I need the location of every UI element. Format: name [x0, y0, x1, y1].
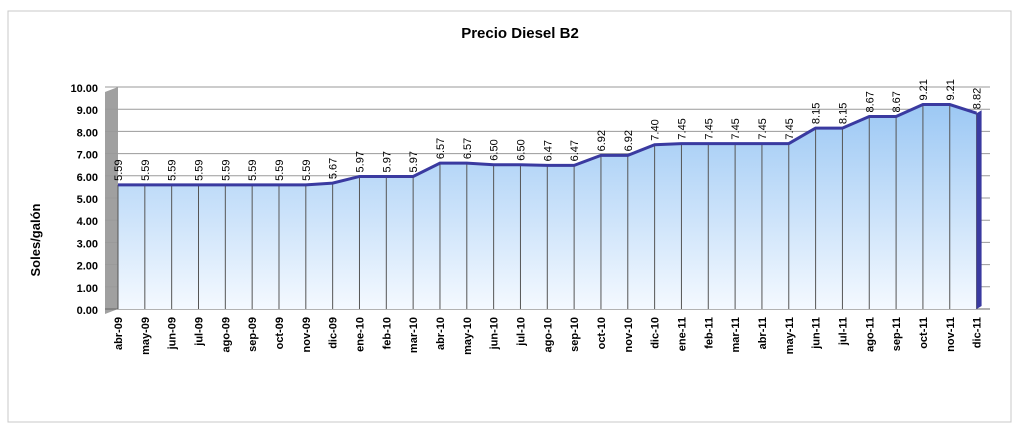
y-tick-label: 8.00: [77, 127, 98, 139]
x-tick-label: oct-09: [274, 317, 286, 349]
y-tick-label: 2.00: [77, 261, 98, 273]
value-label: 7.45: [757, 118, 769, 139]
x-tick-label: jul-09: [193, 317, 205, 347]
value-label: 7.45: [730, 118, 742, 139]
x-tick-label: abr-09: [113, 317, 125, 350]
x-tick-label: dic-09: [328, 317, 340, 349]
end-face: [976, 110, 982, 309]
x-tick-label: ago-10: [542, 317, 554, 352]
x-tick-label: nov-11: [945, 317, 957, 352]
chart-title: Precio Diesel B2: [461, 25, 579, 42]
area-top: [118, 103, 978, 187]
value-label: 6.57: [462, 138, 474, 159]
y-tick-label: 4.00: [77, 216, 98, 228]
value-label: 8.15: [811, 103, 823, 124]
x-tick-label: ene-11: [676, 317, 688, 351]
y-tick-label: 10.00: [70, 83, 98, 95]
value-label: 5.59: [193, 159, 205, 180]
value-label: 6.50: [515, 139, 527, 160]
y-axis-title: Soles/galón: [28, 203, 43, 276]
x-tick-label: jul-10: [515, 317, 527, 347]
x-tick-label: mar-11: [730, 317, 742, 352]
value-label: 5.59: [247, 159, 259, 180]
x-tick-label: jun-10: [489, 317, 501, 350]
value-label: 5.59: [140, 159, 152, 180]
value-label: 5.97: [408, 151, 420, 172]
value-label: 8.67: [891, 91, 903, 112]
value-label: 5.67: [328, 158, 340, 179]
value-label: 6.47: [569, 140, 581, 161]
value-label: 7.45: [676, 118, 688, 139]
x-tick-label: dic-10: [650, 317, 662, 349]
x-tick-label: oct-10: [596, 317, 608, 349]
side-wall: [105, 87, 118, 314]
value-label: 5.97: [354, 151, 366, 172]
value-label: 5.97: [381, 151, 393, 172]
value-label: 8.82: [972, 88, 984, 109]
y-tick-label: 3.00: [77, 238, 98, 250]
x-tick-label: sep-11: [891, 317, 903, 351]
y-tick-label: 1.00: [77, 283, 98, 295]
y-tick-label: 5.00: [77, 194, 98, 206]
value-label: 7.40: [650, 119, 662, 140]
x-tick-label: jun-09: [167, 317, 179, 350]
y-tick-label: 7.00: [77, 150, 98, 162]
value-label: 8.15: [837, 103, 849, 124]
y-tick-label: 0.00: [77, 305, 98, 317]
value-label: 6.47: [542, 140, 554, 161]
x-tick-label: feb-10: [381, 317, 393, 349]
x-tick-label: ago-09: [220, 317, 232, 352]
value-label: 9.21: [918, 79, 930, 100]
x-tick-label: jun-11: [811, 317, 823, 350]
value-label: 9.21: [945, 79, 957, 100]
x-tick-label: abr-11: [757, 317, 769, 349]
x-tick-label: may-11: [784, 317, 796, 354]
x-tick-label: ene-10: [354, 317, 366, 352]
x-tick-label: mar-10: [408, 317, 420, 353]
value-label: 5.59: [113, 159, 125, 180]
x-tick-label: ago-11: [864, 317, 876, 352]
value-label: 8.67: [864, 91, 876, 112]
value-label: 5.59: [220, 159, 232, 180]
value-label: 5.59: [301, 159, 313, 180]
value-label: 7.45: [703, 118, 715, 139]
x-tick-label: sep-10: [569, 317, 581, 352]
x-tick-label: dic-11: [972, 317, 984, 348]
value-label: 6.92: [596, 130, 608, 151]
x-tick-label: may-10: [462, 317, 474, 355]
value-label: 5.59: [167, 159, 179, 180]
value-label: 6.92: [623, 130, 635, 151]
value-label: 5.59: [274, 159, 286, 180]
x-tick-label: abr-10: [435, 317, 447, 350]
x-tick-label: nov-10: [623, 317, 635, 352]
x-tick-label: may-09: [140, 317, 152, 355]
y-tick-label: 9.00: [77, 105, 98, 117]
y-tick-label: 6.00: [77, 172, 98, 184]
x-tick-label: feb-11: [703, 317, 715, 349]
x-tick-label: jul-11: [837, 317, 849, 346]
x-tick-label: nov-09: [301, 317, 313, 352]
x-tick-label: sep-09: [247, 317, 259, 352]
value-label: 7.45: [784, 118, 796, 139]
value-label: 6.50: [489, 139, 501, 160]
value-label: 6.57: [435, 138, 447, 159]
x-tick-label: oct-11: [918, 317, 930, 349]
